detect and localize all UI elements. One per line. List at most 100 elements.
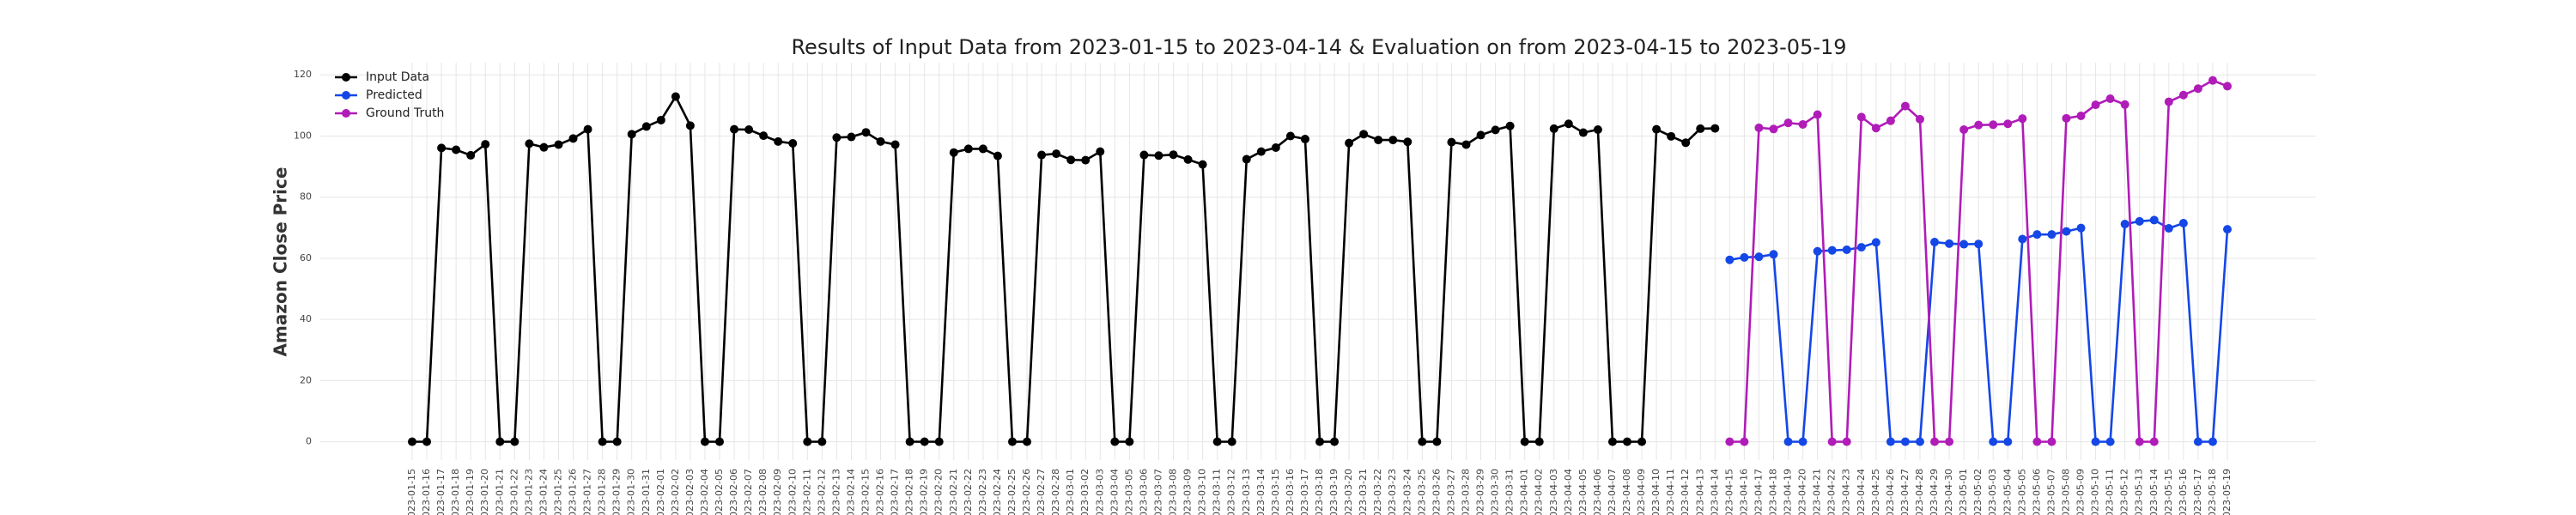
data-point (2018, 114, 2027, 124)
x-tick-label: 2023-03-18 (1314, 469, 1325, 515)
series-line (412, 94, 1716, 443)
x-tick-label: 2023-03-08 (1168, 469, 1179, 515)
x-tick-label: 2023-04-24 (1856, 469, 1867, 515)
x-tick-label: 2023-02-21 (948, 469, 959, 515)
data-point (1388, 136, 1398, 145)
x-tick-label: 2023-03-12 (1226, 469, 1237, 515)
data-point (1783, 118, 1793, 128)
x-tick-label: 2023-02-25 (1006, 469, 1018, 515)
x-tick-label: 2023-03-10 (1197, 469, 1208, 515)
legend-marker (342, 91, 350, 100)
data-point (2164, 97, 2173, 106)
x-tick-label: 2023-05-01 (1958, 469, 1969, 515)
data-point (2003, 437, 2013, 446)
x-tick-label: 2023-05-11 (2105, 469, 2116, 515)
x-tick-label: 2023-04-07 (1607, 469, 1618, 515)
data-point (408, 437, 416, 446)
x-tick-label: 2023-01-16 (421, 469, 432, 515)
data-point (1842, 245, 1851, 254)
data-point (1169, 150, 1178, 160)
data-point (1871, 124, 1880, 133)
x-tick-label: 2023-01-29 (611, 469, 623, 515)
x-tick-label: 2023-02-26 (1021, 469, 1032, 515)
data-point (963, 144, 973, 154)
x-tick-label: 2023-03-19 (1328, 469, 1340, 515)
data-point (1110, 437, 1120, 446)
x-tick-label: 2023-03-09 (1182, 469, 1194, 515)
x-tick-label: 2023-03-14 (1255, 469, 1267, 515)
data-point (1783, 437, 1793, 446)
data-point (1725, 255, 1735, 264)
y-tick-label: 100 (294, 130, 312, 141)
x-tick-label: 2023-04-20 (1797, 469, 1808, 515)
x-tick-label: 2023-03-29 (1475, 469, 1486, 515)
data-point (1930, 238, 1940, 247)
data-point (627, 130, 636, 139)
x-tick-label: 2023-02-18 (904, 469, 915, 515)
data-point (598, 437, 607, 446)
data-point (1856, 112, 1866, 122)
data-point (1974, 120, 1984, 130)
x-tick-label: 2023-04-28 (1914, 469, 1925, 515)
x-tick-label: 2023-02-06 (728, 469, 739, 515)
data-point (1842, 437, 1851, 446)
data-point (1345, 138, 1354, 148)
x-tick-label: 2023-01-30 (626, 469, 637, 515)
legend-label: Input Data (366, 70, 429, 84)
data-point (715, 437, 725, 446)
data-point (890, 140, 900, 149)
data-point (2120, 100, 2129, 109)
data-point (905, 437, 914, 446)
x-tick-label: 2023-01-26 (568, 469, 579, 515)
x-tick-label: 2023-02-19 (919, 469, 930, 515)
data-point (1959, 239, 1969, 249)
x-tick-label: 2023-01-27 (582, 469, 593, 515)
data-point (934, 437, 944, 446)
x-tick-label: 2023-04-22 (1826, 469, 1838, 515)
data-point (1007, 437, 1017, 446)
x-tick-label: 2023-03-11 (1212, 469, 1223, 515)
data-point (2178, 90, 2188, 100)
data-point (1813, 110, 1822, 119)
data-point (1827, 245, 1837, 255)
x-tick-label: 2023-01-31 (641, 469, 652, 515)
x-tick-label: 2023-03-21 (1358, 469, 1369, 515)
x-tick-label: 2023-03-03 (1094, 469, 1105, 515)
data-point (510, 437, 519, 446)
x-tick-label: 2023-04-12 (1680, 469, 1691, 515)
data-point (1403, 137, 1413, 147)
x-tick-label: 2023-03-06 (1138, 469, 1149, 515)
x-tick-label: 2023-01-22 (508, 469, 519, 515)
x-tick-label: 2023-01-24 (538, 469, 549, 515)
data-point (920, 437, 929, 446)
x-tick-label: 2023-05-03 (1987, 469, 1998, 515)
y-tick-label: 0 (306, 436, 312, 447)
data-point (1066, 155, 1076, 165)
data-point (1813, 246, 1822, 256)
x-tick-label: 2023-02-01 (655, 469, 666, 515)
x-tick-label: 2023-03-23 (1387, 469, 1398, 515)
data-point (1871, 238, 1880, 247)
y-tick-label: 120 (294, 69, 312, 80)
x-tick-label: 2023-05-17 (2192, 469, 2203, 515)
data-point (1754, 252, 1764, 262)
x-tick-label: 2023-03-17 (1299, 469, 1310, 515)
data-point (2193, 84, 2202, 94)
x-tick-label: 2023-04-13 (1694, 469, 1705, 515)
x-tick-label: 2023-03-22 (1372, 469, 1383, 515)
x-tick-label: 2023-05-04 (2002, 469, 2013, 515)
x-tick-label: 2023-05-18 (2207, 469, 2218, 515)
data-point (1256, 147, 1266, 156)
x-tick-label: 2023-05-08 (2060, 469, 2071, 515)
data-point (2076, 223, 2086, 233)
x-tick-label: 2023-04-02 (1534, 469, 1545, 515)
data-point (788, 139, 798, 148)
x-tick-label: 2023-01-15 (406, 469, 417, 515)
legend-label: Ground Truth (366, 106, 444, 120)
x-tick-label: 2023-04-25 (1870, 469, 1881, 515)
data-point (554, 140, 563, 149)
data-point (1637, 437, 1647, 446)
x-tick-label: 2023-03-31 (1504, 469, 1516, 515)
data-point (2164, 224, 2173, 233)
